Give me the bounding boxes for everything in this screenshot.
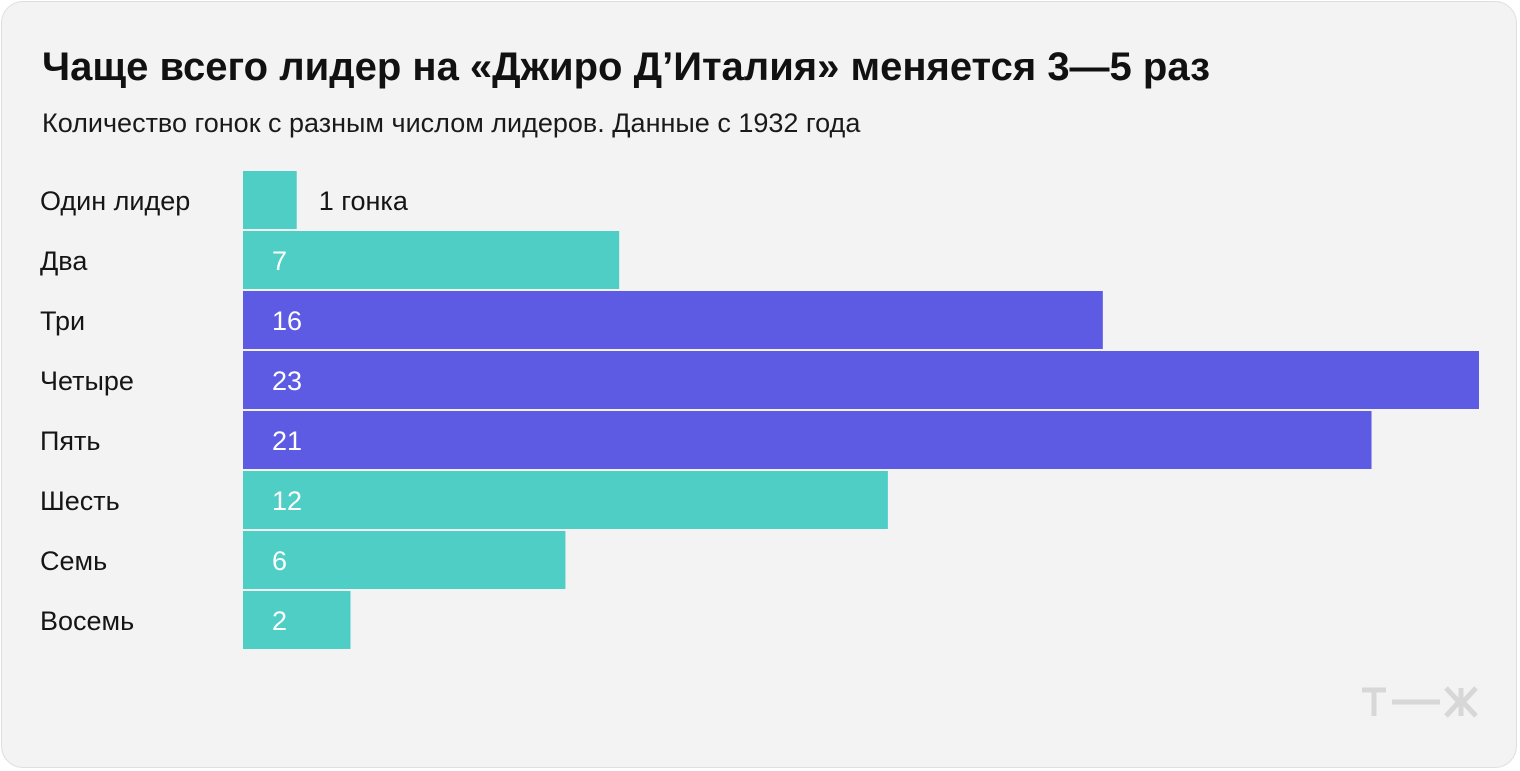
category-label: Один лидер <box>40 186 190 216</box>
data-label: 6 <box>272 546 287 576</box>
data-label: 16 <box>272 306 302 336</box>
category-label: Восемь <box>40 606 134 636</box>
data-label: 1 гонка <box>319 186 409 216</box>
bar <box>243 591 351 649</box>
category-label: Три <box>40 306 85 336</box>
data-label: 21 <box>272 426 302 456</box>
category-label: Шесть <box>40 486 120 516</box>
chart-subtitle: Количество гонок с разным числом лидеров… <box>42 108 861 138</box>
tzh-logo-icon <box>1362 686 1478 718</box>
chart-title: Чаще всего лидер на «Джиро Д’Италия» мен… <box>42 45 1210 89</box>
data-label: 23 <box>272 366 302 396</box>
data-label: 2 <box>272 606 287 636</box>
category-label: Семь <box>40 546 107 576</box>
bar <box>243 291 1103 349</box>
bar <box>243 231 620 289</box>
data-label: 7 <box>272 246 287 276</box>
data-label: 12 <box>272 486 302 516</box>
category-label: Два <box>40 246 88 276</box>
bar <box>243 531 566 589</box>
category-label: Пять <box>40 426 100 456</box>
bar <box>243 171 297 229</box>
bar <box>243 411 1372 469</box>
category-label: Четыре <box>40 366 134 396</box>
bar <box>243 471 888 529</box>
bar <box>243 351 1479 409</box>
